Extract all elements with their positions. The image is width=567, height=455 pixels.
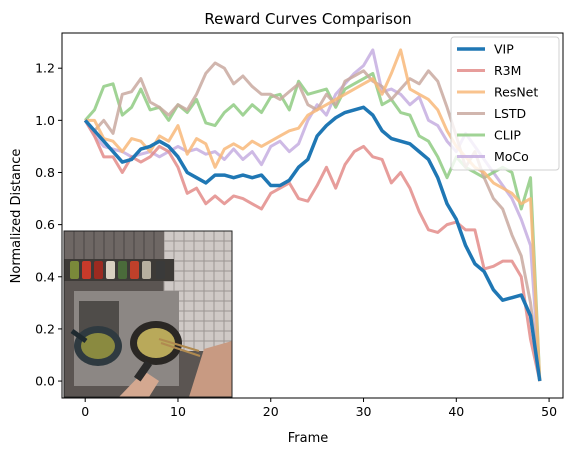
x-axis-ticks: 0 10 20 30 40 50 [81,398,557,419]
legend-label-lstd: LSTD [494,106,526,121]
x-tick-label: 0 [81,404,89,419]
legend-label-moco: MoCo [494,149,529,164]
y-axis-ticks: 0.0 0.2 0.4 0.6 0.8 1.0 1.2 [35,61,62,389]
legend-label-r3m: R3M [494,63,521,78]
series-line-r3m [83,119,542,382]
inset-photo [63,230,233,398]
y-tick-label: 0.0 [35,374,55,389]
x-tick-label: 30 [356,404,372,419]
legend: VIP R3M ResNet LSTD CLIP MoCo [450,36,560,171]
x-tick-label: 10 [170,404,186,419]
chart-title: Reward Curves Comparison [204,10,411,28]
x-tick-label: 40 [448,404,464,419]
axes-frame [61,32,564,399]
y-tick-label: 0.6 [35,217,55,232]
y-axis-label: Normalized Distance [9,149,24,284]
series-line-vip [83,105,542,382]
x-tick-label: 20 [263,404,279,419]
y-tick-label: 1.0 [35,113,55,128]
x-tick-label: 50 [541,404,557,419]
legend-label-clip: CLIP [494,128,521,143]
y-tick-label: 1.2 [35,61,55,76]
y-tick-label: 0.2 [35,321,55,336]
legend-label-vip: VIP [494,42,514,57]
legend-label-resnet: ResNet [494,85,538,100]
x-axis-label: Frame [288,431,329,446]
y-tick-label: 0.8 [35,165,55,180]
y-tick-label: 0.4 [35,269,55,284]
